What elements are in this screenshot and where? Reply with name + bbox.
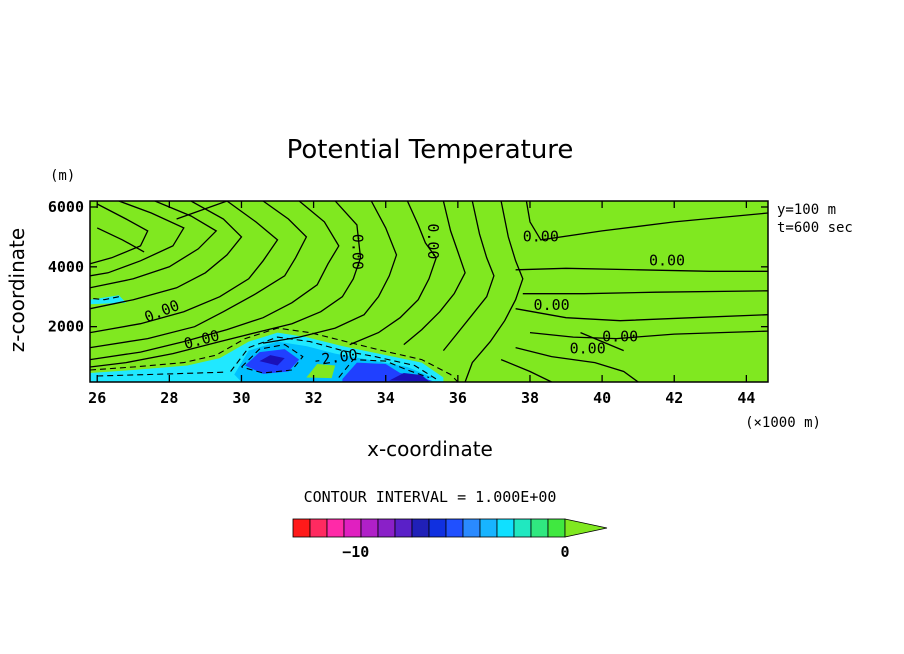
contour-lines [90,201,768,382]
colorbar-cell [377,518,396,538]
negative-contour-line [90,327,459,382]
contour-line [90,201,362,368]
x-tick-label: 34 [377,389,395,407]
x-tick-label: 32 [305,389,323,407]
x-ticks: 26 28 30 32 34 36 38 40 42 44 [88,201,755,407]
contour-line [90,203,149,265]
colorbar: −10 0 [292,518,608,561]
contour-interval-label: CONTOUR INTERVAL = 1.000E+00 [304,488,557,506]
chart-title: Potential Temperature [287,135,574,165]
negative-contour-line [97,371,228,377]
contour-line [515,308,768,322]
contour-line [515,346,639,382]
contour-label: 0.00 [348,234,366,270]
contour-label: 0.00 [523,227,559,245]
contour-label: 0.00 [424,223,442,259]
contour-line [176,201,228,220]
y-unit-label: (m) [50,168,75,184]
negative-contour-lines [90,296,459,382]
x-tick-label: 26 [88,389,106,407]
negative-contour-line [338,359,430,379]
contour-line [580,332,624,352]
contour-line [522,290,768,295]
x-tick-label: 44 [737,389,755,407]
contour-line [262,201,398,344]
colorbar-cell [411,518,430,538]
contour-line [349,201,437,346]
colorbar-cell [496,518,515,538]
cold-pool-blob [97,376,224,382]
x-axis-label: x-coordinate [367,437,493,461]
colorbar-cell [360,518,379,538]
colorbar-cell [445,518,464,538]
contour-line [403,201,466,346]
contour-line [515,267,768,272]
x-tick-label: 36 [449,389,467,407]
colorbar-cell [462,518,481,538]
field-area: 0.000.000.00 0.00 0.000.000.000.000.00-2.0… [90,201,768,382]
contour-label: 0.00 [649,251,685,269]
contour-label: 0.00 [534,296,570,314]
contour-line [464,201,524,382]
x-tick-label: 42 [665,389,683,407]
cold-pool-blob [259,355,285,366]
contour-label: 0.00 [570,340,606,358]
colorbar-cell [547,518,566,538]
x-tick-label: 30 [232,389,250,407]
negative-contour-line [241,344,304,374]
colorbar-cell [479,518,498,538]
cold-pool-blob [306,364,336,379]
colorbar-cell [513,518,532,538]
colorbar-cell [292,518,311,538]
contour-line [90,201,218,289]
y-axis-label: z-coordinate [5,228,29,352]
x-tick-label: 38 [521,389,539,407]
colorbar-tick-label: −10 [342,543,369,561]
colorbar-cell [326,518,345,538]
x-tick-label: 40 [593,389,611,407]
colorbar-cell [343,518,362,538]
contour-line [442,201,495,352]
contour-line [90,201,340,361]
contour-label: 0.00 [602,328,638,346]
y-tick-label: 4000 [48,258,84,276]
y-tick-label: 6000 [48,198,84,216]
colorbar-cell [309,518,328,538]
colorbar-tick-label: 0 [560,543,569,561]
contour-line [529,330,768,340]
info-line-t: t=600 sec [777,220,853,236]
x-unit-label: (×1000 m) [745,415,821,431]
contour-line [90,201,279,334]
plot-frame [89,200,769,383]
contour-line [90,201,243,310]
cold-pool-shading [90,295,444,382]
x-tick-label: 28 [160,389,178,407]
contour-line [90,201,185,277]
colorbar-cell [428,518,447,538]
contour-line [500,358,552,382]
negative-contour-line [90,296,120,301]
contour-line [525,201,768,241]
info-line-y: y=100 m [777,202,836,218]
contour-line [90,201,308,349]
y-tick-label: 2000 [48,318,84,336]
negative-contour-line [230,336,437,380]
colorbar-extend-arrow [564,518,608,538]
cold-pool-blob [389,373,429,382]
contour-line [96,227,145,253]
colorbar-cell [394,518,413,538]
y-ticks: 2000 4000 6000 [48,198,768,336]
colorbar-cell [530,518,549,538]
background-field [90,201,768,382]
